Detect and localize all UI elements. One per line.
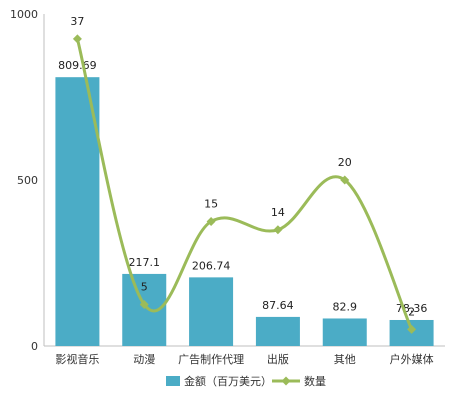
- line-point-5: [340, 175, 350, 185]
- bar-data-label: 87.64: [262, 299, 294, 312]
- line-data-label: 14: [271, 206, 285, 219]
- legend-bar-swatch: [166, 376, 180, 386]
- bar-3: [189, 277, 234, 346]
- line-data-label: 20: [338, 156, 352, 169]
- bar-data-label: 217.1: [129, 256, 161, 269]
- y-tick-label: 500: [17, 174, 38, 187]
- line-data-label: 2: [408, 305, 415, 318]
- line-point-4: [273, 225, 283, 235]
- legend-label: 金额（百万美元）: [184, 374, 272, 388]
- x-tick-label: 动漫: [133, 352, 155, 366]
- x-tick-label: 户外媒体: [390, 352, 434, 366]
- x-tick-label: 影视音乐: [55, 352, 99, 366]
- x-tick-label: 广告制作代理: [178, 353, 244, 366]
- x-tick-label: 出版: [267, 352, 289, 366]
- bar-data-label: 809.69: [58, 59, 97, 72]
- line-data-label: 5: [141, 281, 148, 294]
- legend-line-marker: [281, 376, 291, 386]
- line-series-path: [75, 38, 413, 331]
- line-data-label: 37: [70, 15, 84, 28]
- y-tick-label: 0: [31, 340, 38, 353]
- bar-1: [55, 77, 100, 346]
- bar-5: [322, 318, 367, 346]
- line-point-1: [72, 34, 82, 44]
- bar-data-label: 206.74: [192, 259, 231, 272]
- line-point-3: [206, 217, 216, 226]
- bar-data-label: 82.9: [333, 300, 358, 313]
- line-point-6: [407, 324, 417, 334]
- legend-label: 数量: [304, 375, 326, 388]
- line-point-2: [139, 300, 149, 309]
- y-tick-label: 1000: [10, 8, 38, 21]
- x-tick-label: 其他: [334, 353, 356, 366]
- bar-4: [255, 316, 300, 346]
- line-data-label: 15: [204, 198, 218, 211]
